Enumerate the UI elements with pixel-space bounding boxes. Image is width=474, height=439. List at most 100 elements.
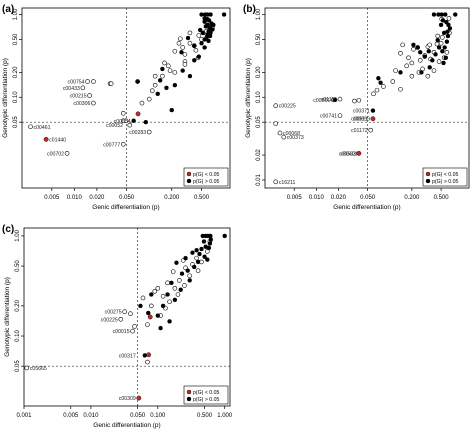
filled-point	[169, 107, 174, 113]
open-point	[146, 129, 152, 135]
filled-point	[192, 264, 197, 270]
filled-point	[179, 271, 185, 276]
filled-point	[192, 58, 197, 63]
y-tick-label: 1.00	[256, 8, 262, 20]
x-tick-label: 0.005	[44, 195, 60, 201]
x-axis-label: Genic differentiation (p)	[92, 204, 159, 211]
open-point	[177, 36, 183, 42]
filled-point	[419, 70, 424, 75]
point-label: c05665	[30, 366, 47, 372]
x-tick-label: 0.100	[150, 413, 166, 419]
open-point	[398, 51, 403, 56]
x-tick-label: 0.500	[197, 413, 213, 419]
filled-point	[155, 91, 160, 97]
filled-point	[431, 12, 437, 17]
y-tick-label: 0.20	[15, 299, 21, 311]
y-tick-label: 0.10	[15, 330, 21, 342]
open-point	[425, 73, 431, 79]
open-point	[64, 151, 70, 156]
filled-point	[204, 35, 209, 41]
open-point	[140, 295, 146, 301]
open-point	[170, 269, 176, 274]
open-point	[381, 84, 386, 89]
open-point	[91, 100, 96, 106]
filled-point	[190, 250, 195, 255]
y-tick-label: 0.05	[13, 116, 19, 128]
filled-point	[376, 76, 381, 81]
filled-point	[185, 268, 190, 273]
plot-frame	[264, 7, 470, 189]
filled-point	[169, 280, 174, 286]
filled-point	[201, 239, 207, 244]
panel-plot: 0.005 0.010 0.020 0.050 0.200 0.500 0.01 0.02 0.…	[245, 7, 470, 211]
open-point	[435, 33, 441, 39]
open-point	[87, 93, 92, 98]
open-point	[398, 86, 403, 92]
filled-point	[422, 54, 427, 59]
x-tick-label: 0.050	[130, 413, 146, 419]
open-point	[152, 82, 158, 88]
open-point	[167, 68, 173, 73]
point-label: c16211	[279, 180, 296, 186]
filled-point	[427, 65, 432, 70]
red-point	[43, 136, 49, 142]
filled-point	[165, 292, 170, 297]
point-label: c00215	[70, 94, 87, 100]
open-point	[149, 303, 154, 309]
filled-point	[155, 313, 161, 318]
filled-point	[146, 310, 151, 316]
filled-point	[436, 45, 442, 50]
open-point	[177, 278, 182, 283]
x-tick-label: 0.005	[63, 413, 79, 419]
open-point	[195, 268, 201, 273]
open-point	[273, 179, 279, 185]
y-tick-label: 0.05	[256, 116, 262, 128]
open-point	[193, 47, 199, 53]
legend-box	[183, 385, 229, 405]
open-point	[352, 98, 357, 104]
filled-point	[195, 259, 201, 265]
point-label: c00275	[105, 310, 122, 316]
legend-marker	[186, 389, 192, 395]
filled-point	[135, 79, 140, 84]
filled-point	[183, 255, 188, 261]
point-label: c00317	[119, 353, 136, 359]
open-point	[337, 113, 343, 118]
open-point	[127, 122, 133, 128]
open-point	[187, 273, 193, 279]
point-label: c00702	[47, 151, 64, 157]
filled-point	[205, 16, 210, 22]
filled-point	[444, 19, 449, 25]
x-tick-label: 1.000	[217, 413, 233, 419]
x-tick-label: 0.500	[434, 195, 450, 201]
open-point	[182, 52, 188, 57]
filled-point	[203, 24, 208, 29]
legend-marker	[425, 178, 431, 184]
filled-point	[447, 26, 453, 31]
open-point	[130, 328, 135, 334]
legend-marker	[186, 396, 192, 402]
point-label: c00306	[73, 101, 90, 107]
legend-box	[183, 167, 229, 187]
filled-point	[208, 12, 213, 17]
open-point	[122, 309, 127, 315]
panel-b: (b) 0.005 0.010 0.020 0.050 0.200 0.5000.010.…	[243, 4, 470, 211]
legend-entry: p(G) < 0.05	[432, 172, 458, 178]
point-label: c00501	[313, 98, 330, 104]
open-point	[393, 68, 398, 73]
filled-point	[172, 82, 178, 88]
red-point	[370, 116, 376, 122]
open-point	[374, 87, 380, 93]
legend-entry: p(G) > 0.05	[193, 179, 219, 185]
filled-point	[453, 12, 458, 17]
open-point	[91, 79, 96, 84]
filled-point	[205, 257, 210, 262]
filled-point	[444, 39, 450, 44]
legend-entry: p(G) > 0.05	[193, 397, 219, 403]
filled-point	[208, 237, 214, 242]
open-point	[417, 57, 423, 63]
open-point	[446, 16, 452, 21]
panel-label: (c)	[2, 224, 14, 235]
open-point	[80, 85, 86, 91]
